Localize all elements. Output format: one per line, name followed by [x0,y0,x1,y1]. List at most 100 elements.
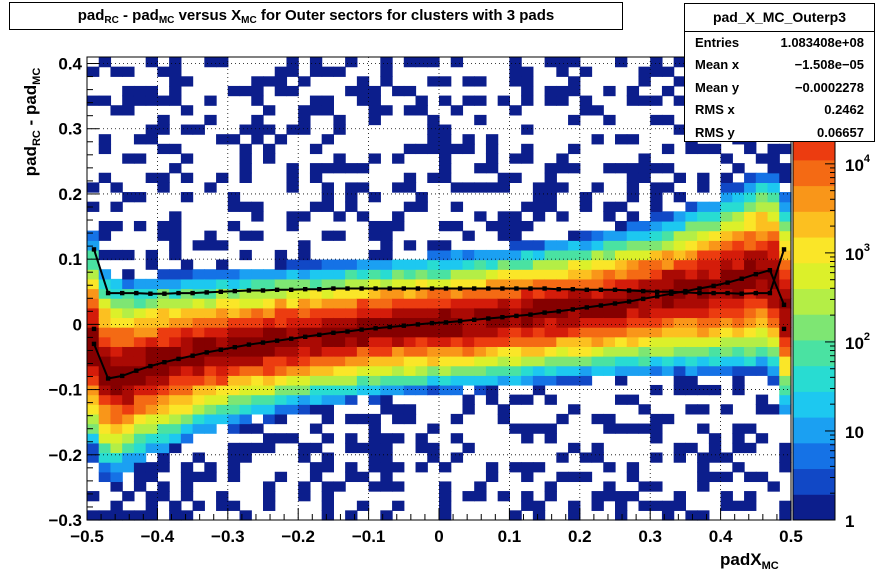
heatmap-cell [380,471,393,483]
heatmap-cell [298,259,311,270]
profile-point [584,287,589,292]
heatmap-cell [568,471,581,483]
heatmap-cell [380,481,393,492]
heatmap-cell [485,182,499,193]
heatmap-cell [579,192,593,203]
heatmap-cell [650,481,663,492]
heatmap-cell [509,317,522,328]
heatmap-cell [368,95,381,106]
heatmap-cell [169,442,182,454]
heatmap-cell [732,375,745,386]
heatmap-cell [744,442,757,454]
heatmap-cell [439,124,452,135]
heatmap-cell [744,211,757,222]
heatmap-cell [110,433,123,444]
heatmap-cell [568,356,581,367]
heatmap-cell [450,365,464,376]
heatmap-cell [532,249,546,261]
stats-histogram-name: pad_X_MC_Outerp3 [685,4,874,32]
heatmap-cell [98,356,112,367]
profile-point [91,326,97,332]
heatmap-cell [169,269,182,280]
heatmap-cell [145,317,158,328]
heatmap-cell [239,317,252,328]
heatmap-cell [321,327,334,338]
heatmap-cell [556,85,569,97]
heatmap-cell [180,491,194,502]
heatmap-cell [450,298,464,309]
color-scale-swatch [793,339,835,367]
heatmap-cell [603,163,616,174]
heatmap-cell [392,153,405,164]
heatmap-cell [239,327,252,338]
heatmap-cell [122,423,135,434]
heatmap-cell [110,346,123,357]
heatmap-cell [169,298,182,309]
heatmap-cell [157,124,170,135]
heatmap-cell [579,269,593,280]
heatmap-cell [110,105,123,116]
heatmap-cell [697,365,710,376]
heatmap-cell [274,134,288,145]
heatmap-cell [122,346,135,357]
color-scale-swatch [793,211,835,238]
heatmap-cell [767,230,780,241]
heatmap-cell [462,76,475,87]
heatmap-cell [415,336,428,347]
heatmap-cell [755,356,769,367]
heatmap-cell [98,433,112,444]
heatmap-cell [298,278,311,290]
heatmap-cell [204,413,217,425]
heatmap-cell [615,365,628,376]
heatmap-cell [321,163,334,174]
heatmap-cell [321,365,334,376]
heatmap-cell [263,491,276,502]
heatmap-cell [98,452,112,463]
heatmap-cell [415,307,428,319]
heatmap-cell [133,384,147,396]
profile-point [148,291,153,296]
heatmap-cell [321,66,334,77]
heatmap-cell [579,471,593,483]
heatmap-cell [615,336,628,347]
heatmap-cell [98,220,112,232]
heatmap-cell [345,384,358,396]
heatmap-cell [403,413,417,425]
heatmap-cell [87,384,100,396]
heatmap-cell [251,404,264,415]
heatmap-cell [591,240,604,251]
heatmap-cell [345,259,358,270]
profile-point [246,288,252,293]
heatmap-cell [673,220,686,232]
heatmap-cell [380,394,393,405]
profile-point [289,287,294,292]
heatmap-cell [509,394,522,405]
profile-point [711,290,716,296]
heatmap-cell [345,298,358,309]
heatmap-cell [509,57,522,68]
heatmap-cell [697,211,710,222]
heatmap-cell [403,317,417,328]
heatmap-cell [626,336,640,347]
heatmap-cell [356,163,370,174]
heatmap-cell [439,220,452,232]
heatmap-cell [368,413,381,425]
heatmap-cell [356,182,370,193]
x-tick-label: 0.2 [568,527,592,546]
heatmap-cell [650,192,663,203]
profile-point [584,305,589,310]
heatmap-cell [685,201,698,212]
heatmap-cell [626,307,640,319]
heatmap-cell [356,471,370,483]
heatmap-cell [145,462,158,473]
heatmap-cell [744,259,757,270]
heatmap-cell [251,114,264,126]
heatmap-cell [755,471,769,483]
heatmap-cell [755,307,769,319]
profile-point [415,286,421,291]
heatmap-cell [345,201,358,212]
heatmap-cell [462,95,475,106]
heatmap-cell [192,471,205,483]
heatmap-cell [356,259,370,270]
heatmap-cell [169,230,182,241]
